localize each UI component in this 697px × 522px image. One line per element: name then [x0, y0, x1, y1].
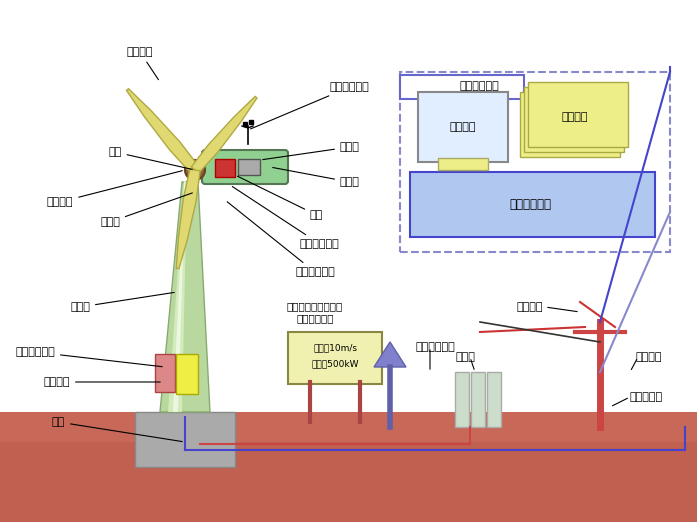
- FancyBboxPatch shape: [135, 412, 235, 467]
- Text: 運転記録: 運転記録: [562, 112, 588, 122]
- Text: 運転監視装置: 運転監視装置: [509, 198, 551, 211]
- FancyBboxPatch shape: [176, 354, 198, 394]
- Polygon shape: [173, 162, 186, 412]
- Polygon shape: [176, 169, 200, 269]
- Text: 変圧器: 変圧器: [455, 352, 475, 362]
- Polygon shape: [168, 182, 187, 412]
- FancyBboxPatch shape: [155, 354, 175, 392]
- FancyBboxPatch shape: [0, 412, 697, 522]
- FancyBboxPatch shape: [520, 92, 620, 157]
- Text: 基礎: 基礎: [52, 417, 182, 442]
- Text: 電力変換装置: 電力変換装置: [15, 347, 162, 366]
- Text: ヨー駆動装置: ヨー駆動装置: [227, 201, 335, 277]
- Text: 啓発表示盤、照明等
自己消費設備: 啓発表示盤、照明等 自己消費設備: [287, 301, 343, 323]
- Text: 系統保護装置: 系統保護装置: [415, 342, 454, 352]
- Text: 出力　500kW: 出力 500kW: [312, 360, 359, 369]
- FancyBboxPatch shape: [487, 372, 501, 427]
- Text: タワー: タワー: [70, 292, 174, 312]
- Text: 運転状況: 運転状況: [450, 122, 476, 132]
- Text: 風速　10m/s: 風速 10m/s: [313, 343, 357, 352]
- Text: ブレード: ブレード: [127, 47, 158, 80]
- Text: ハブ: ハブ: [108, 147, 192, 170]
- FancyBboxPatch shape: [0, 412, 697, 442]
- Text: 第一引込柱: 第一引込柱: [630, 392, 663, 402]
- FancyBboxPatch shape: [215, 159, 235, 177]
- FancyBboxPatch shape: [524, 87, 624, 152]
- FancyBboxPatch shape: [438, 158, 488, 170]
- Text: ナセル: ナセル: [263, 142, 360, 160]
- FancyBboxPatch shape: [238, 159, 260, 175]
- FancyBboxPatch shape: [400, 75, 524, 99]
- Polygon shape: [374, 342, 406, 367]
- Text: 電力系統: 電力系統: [516, 302, 543, 312]
- Text: 風向・風速計: 風向・風速計: [250, 82, 369, 129]
- FancyBboxPatch shape: [410, 172, 655, 237]
- Text: ロータ軸: ロータ軸: [47, 171, 183, 207]
- Text: 主軸: 主軸: [238, 176, 323, 220]
- FancyBboxPatch shape: [288, 332, 382, 384]
- Text: 通信回線: 通信回線: [635, 352, 661, 362]
- FancyBboxPatch shape: [202, 150, 288, 184]
- Text: ブレーキ装置: ブレーキ装置: [232, 186, 339, 249]
- Polygon shape: [191, 97, 257, 173]
- Text: 運転監視施設: 運転監視施設: [460, 81, 500, 91]
- Polygon shape: [127, 89, 199, 173]
- Polygon shape: [160, 182, 210, 412]
- Circle shape: [185, 160, 205, 180]
- FancyBboxPatch shape: [528, 82, 628, 147]
- FancyBboxPatch shape: [418, 92, 508, 162]
- FancyBboxPatch shape: [471, 372, 485, 427]
- Text: 増速機: 増速機: [100, 193, 192, 227]
- FancyBboxPatch shape: [455, 372, 469, 427]
- Text: 発電機: 発電機: [273, 168, 360, 187]
- Text: 制御装置: 制御装置: [43, 377, 160, 387]
